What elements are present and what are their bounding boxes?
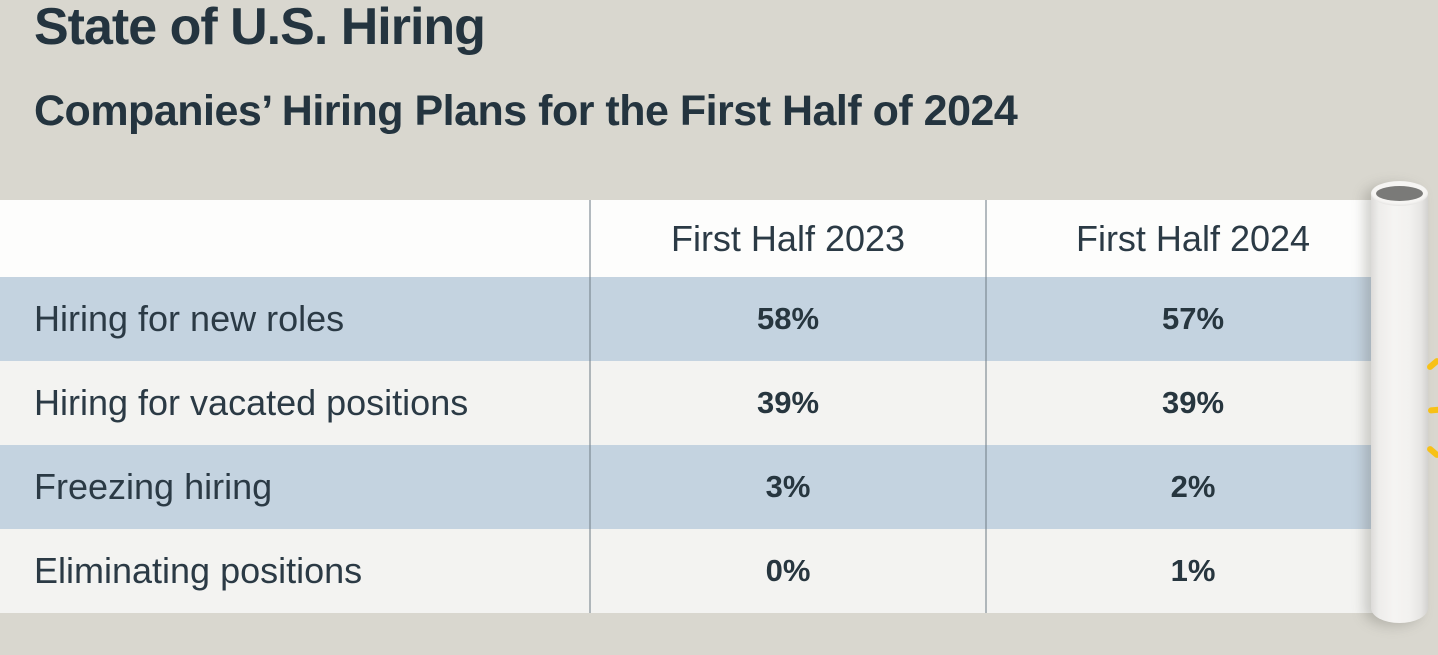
value-2023: 3% — [765, 469, 811, 504]
value-2024: 39% — [1161, 385, 1225, 420]
column-divider — [589, 200, 591, 613]
value-2024: 2% — [1170, 469, 1216, 504]
table-row: Hiring for new roles 58% 57% — [0, 277, 1400, 361]
table-header-row: First Half 2023 First Half 2024 — [0, 200, 1400, 277]
value-2023: 39% — [756, 385, 820, 420]
column-header-first-half-2023: First Half 2023 — [670, 217, 906, 259]
column-header-first-half-2024: First Half 2024 — [1075, 217, 1311, 259]
paper-roll-core-icon — [1376, 186, 1423, 201]
table-row: Freezing hiring 3% 2% — [0, 445, 1400, 529]
paper-roll-top-rim — [1371, 181, 1428, 206]
value-2023: 58% — [756, 301, 820, 336]
paper-roll-icon — [1371, 181, 1428, 623]
value-2024: 1% — [1170, 553, 1216, 588]
table-row: Eliminating positions 0% 1% — [0, 529, 1400, 613]
page-title: State of U.S. Hiring — [34, 0, 486, 56]
row-label: Hiring for vacated positions — [34, 382, 469, 423]
value-2023: 0% — [765, 553, 811, 588]
column-divider — [985, 200, 987, 613]
hiring-plans-table: First Half 2023 First Half 2024 Hiring f… — [0, 200, 1400, 613]
value-2024: 57% — [1161, 301, 1225, 336]
paper-roll-body — [1371, 193, 1428, 623]
row-label: Eliminating positions — [34, 550, 363, 591]
sparkle-icon — [1427, 406, 1438, 414]
row-label: Freezing hiring — [34, 466, 273, 507]
table-row: Hiring for vacated positions 39% 39% — [0, 361, 1400, 445]
row-label: Hiring for new roles — [34, 298, 345, 339]
page-subtitle: Companies’ Hiring Plans for the First Ha… — [34, 87, 1018, 135]
